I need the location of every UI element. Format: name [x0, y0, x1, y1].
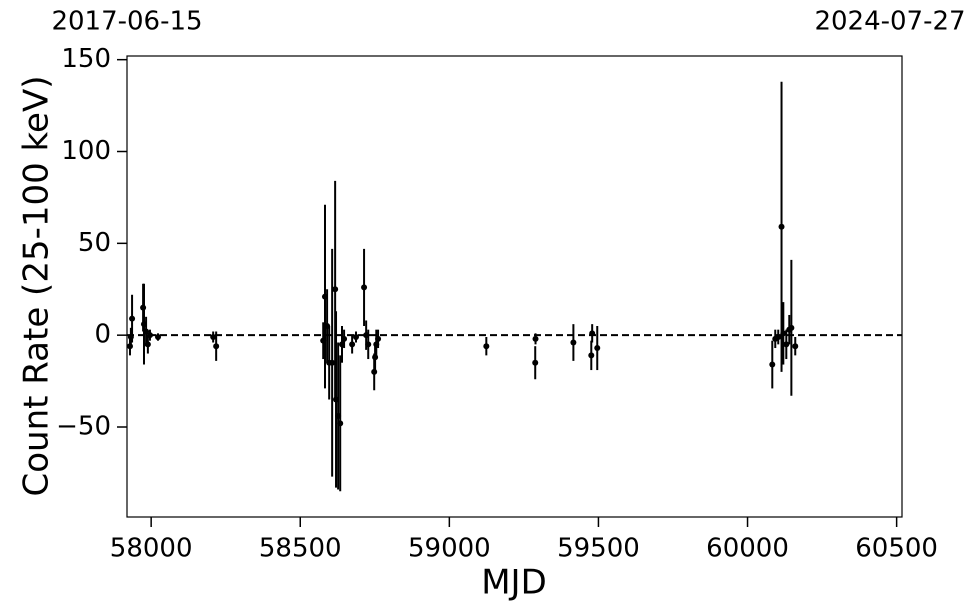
data-point	[788, 324, 795, 331]
data-point	[129, 315, 136, 322]
data-point	[570, 339, 577, 346]
data-point	[769, 361, 776, 368]
data-point	[155, 334, 162, 341]
data-point	[365, 341, 372, 348]
y-tick-label: 0	[94, 320, 111, 350]
y-tick-label: 100	[61, 136, 111, 166]
x-tick-label: 58500	[259, 534, 342, 564]
y-tick-label: 150	[61, 44, 111, 74]
y-tick-label: −50	[56, 412, 111, 442]
data-point	[594, 345, 601, 352]
data-point	[349, 341, 356, 348]
data-point	[143, 328, 150, 335]
x-tick-label: 59500	[557, 534, 640, 564]
x-axis-label: MJD	[481, 563, 547, 603]
plot-frame	[126, 55, 903, 518]
y-axis-label: Count Rate (25-100 keV)	[17, 76, 57, 497]
data-point	[483, 343, 490, 350]
data-point	[337, 420, 344, 427]
data-point	[341, 335, 348, 342]
top-date-label: 2017-06-15	[51, 7, 202, 37]
data-point	[353, 334, 360, 341]
data-point	[532, 335, 539, 342]
data-point	[532, 359, 539, 366]
data-point	[780, 330, 787, 337]
data-point	[778, 223, 785, 230]
data-point	[375, 335, 382, 342]
data-point	[775, 334, 782, 341]
data-point	[792, 343, 799, 350]
x-tick-label: 58000	[110, 534, 193, 564]
data-point	[589, 330, 596, 337]
data-point	[588, 352, 595, 359]
top-date-label: 2024-07-27	[814, 7, 965, 37]
data-point	[329, 359, 336, 366]
x-tick-label: 60000	[706, 534, 789, 564]
data-point	[332, 286, 339, 293]
data-point	[361, 284, 368, 291]
data-point	[210, 334, 217, 341]
y-tick-label: 50	[78, 228, 111, 258]
x-tick-label: 60500	[855, 534, 938, 564]
data-point	[144, 341, 151, 348]
x-tick-label: 59000	[408, 534, 491, 564]
data-point	[783, 341, 790, 348]
data-point	[213, 343, 220, 350]
data-point	[146, 332, 153, 339]
